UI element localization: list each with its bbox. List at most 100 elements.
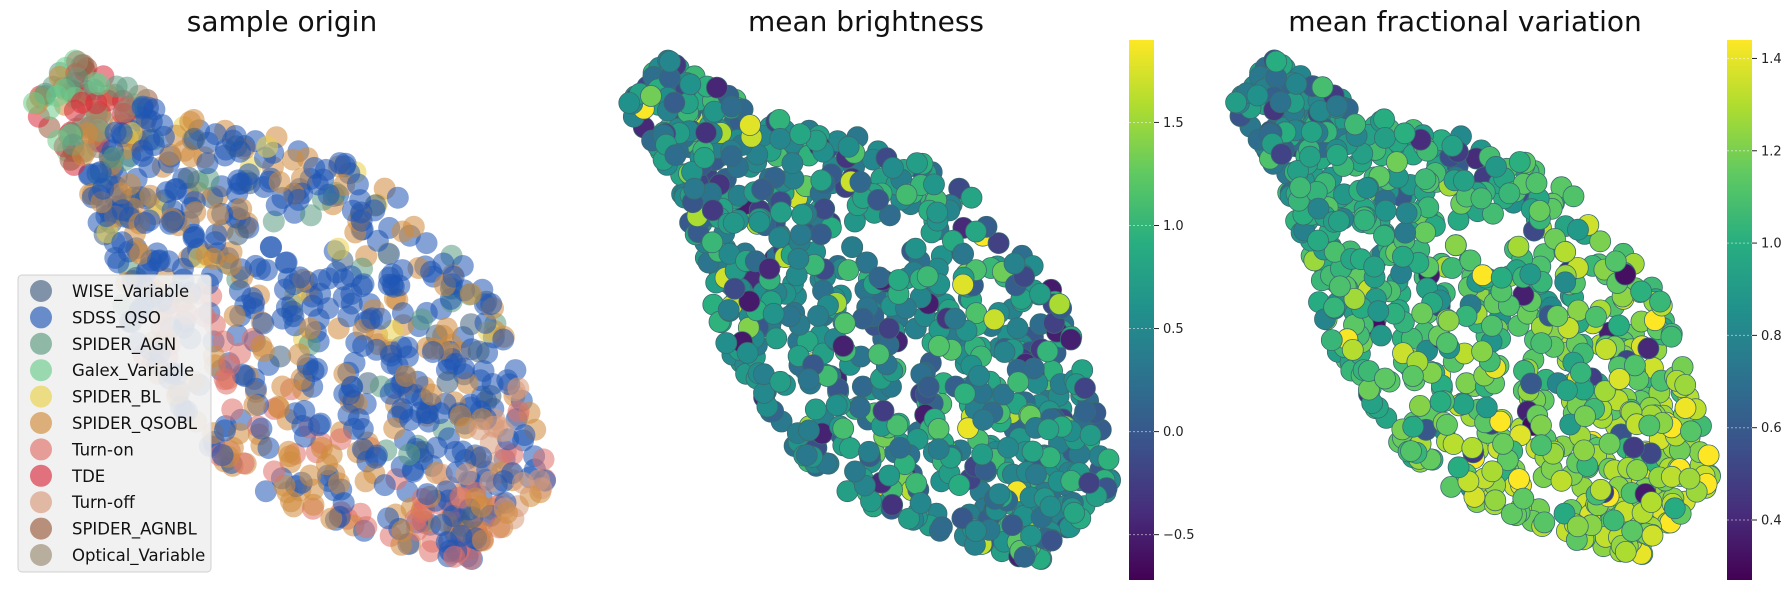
scatter-point [798, 419, 820, 442]
scatter-point [1674, 397, 1697, 419]
scatter-point [832, 335, 855, 357]
scatter-point [346, 173, 369, 196]
scatter-point [271, 307, 294, 330]
legend-marker [30, 464, 52, 487]
scatter-point [789, 123, 812, 146]
scatter-point [1550, 469, 1573, 492]
scatter-point [720, 145, 743, 167]
panel-sample-origin: sample origin WISE_Variable SDSS_QSO SPIDE… [17, 5, 556, 573]
scatter-point [379, 382, 402, 405]
scatter-point [758, 257, 781, 280]
colorbar-gradient [1727, 40, 1752, 580]
scatter-point [618, 92, 641, 114]
scatter-point [844, 460, 866, 483]
scatter-point [302, 493, 325, 516]
scatter-point [1608, 314, 1630, 337]
scatter-point [470, 495, 493, 518]
scatter-point [511, 471, 534, 494]
scatter-point [391, 220, 414, 243]
scatter-point [849, 171, 872, 193]
scatter-point [1328, 210, 1350, 233]
scatter-point [1678, 467, 1701, 490]
scatter-point [1289, 176, 1312, 199]
scatter-point [104, 121, 127, 144]
scatter-point [895, 183, 918, 206]
scatter-point [852, 307, 874, 330]
colorbar-ticks: 0.4 0.6 0.8 1.0 1.2 1.4 [1727, 52, 1782, 529]
scatter-point [795, 444, 818, 467]
scatter-point [377, 243, 400, 265]
scatter-point [1608, 368, 1631, 390]
scatter-point [701, 199, 724, 222]
legend-marker [30, 280, 52, 302]
scatter-point [164, 178, 187, 201]
scatter-point [722, 211, 745, 234]
scatter-point [1343, 287, 1366, 310]
scatter-point [1003, 252, 1026, 275]
scatter-point [904, 237, 927, 260]
scatter-point [271, 375, 294, 398]
scatter-point [952, 243, 974, 265]
colorbar-tick-label: −0.5 [1163, 528, 1195, 543]
scatter-point [227, 169, 250, 192]
scatter-point [23, 91, 45, 114]
scatter-point [1225, 91, 1247, 114]
legend-label: SPIDER_AGNBL [72, 520, 198, 540]
scatter-point [46, 85, 69, 107]
scatter-point [492, 328, 515, 351]
scatter-point [1512, 487, 1535, 510]
scatter-point [351, 438, 374, 461]
scatter-point [971, 443, 994, 466]
scatter-point [1533, 511, 1556, 534]
scatter-point [951, 507, 974, 530]
scatter-point [717, 299, 740, 321]
colorbar-tick-label: 1.4 [1761, 52, 1782, 67]
scatter-point [1508, 151, 1531, 173]
scatter-point [287, 188, 310, 211]
scatter-point [1402, 415, 1425, 438]
scatter-point [768, 109, 791, 131]
scatter-point [1589, 230, 1612, 253]
scatter-point [1353, 209, 1376, 232]
scatter-point [952, 273, 974, 296]
panel-title: mean fractional variation [1288, 5, 1642, 38]
scatter-point [1285, 73, 1308, 95]
scatter-point [415, 232, 438, 255]
scatter-point [213, 368, 236, 391]
scatter-point [398, 443, 421, 466]
scatter-point [886, 414, 909, 437]
scatter-point [221, 398, 244, 421]
scatter-point [1649, 290, 1671, 313]
scatter-point [715, 332, 738, 354]
scatter-point [1546, 305, 1569, 328]
scatter-point [397, 381, 420, 404]
scatter-point [1270, 143, 1293, 166]
scatter-point [328, 152, 351, 175]
scatter-point [1299, 145, 1321, 168]
scatter-point [243, 394, 266, 417]
scatter-point [1507, 235, 1530, 258]
scatter-point [182, 226, 205, 249]
legend-label: WISE_Variable [72, 282, 189, 302]
scatter-point [1482, 202, 1504, 225]
scatter-point [810, 169, 833, 192]
scatter-point [293, 399, 316, 422]
scatter-point [1624, 354, 1646, 377]
scatter-point [183, 127, 206, 150]
scatter-point [887, 269, 910, 291]
scatter-point [223, 304, 246, 327]
scatter-point [480, 293, 503, 316]
scatter-point [496, 501, 518, 524]
scatter-point [1637, 337, 1660, 360]
scatter-point [944, 307, 967, 330]
scatter-point [129, 242, 152, 265]
scatter-point [917, 375, 940, 398]
scatter-point [664, 144, 687, 167]
scatter-point [1602, 509, 1625, 532]
scatter-point [327, 237, 350, 260]
scatter-point [1640, 491, 1663, 514]
scatter-point [369, 307, 392, 330]
scatter-point [987, 232, 1010, 255]
scatter-point [1528, 199, 1551, 222]
scatter-point [328, 472, 350, 495]
